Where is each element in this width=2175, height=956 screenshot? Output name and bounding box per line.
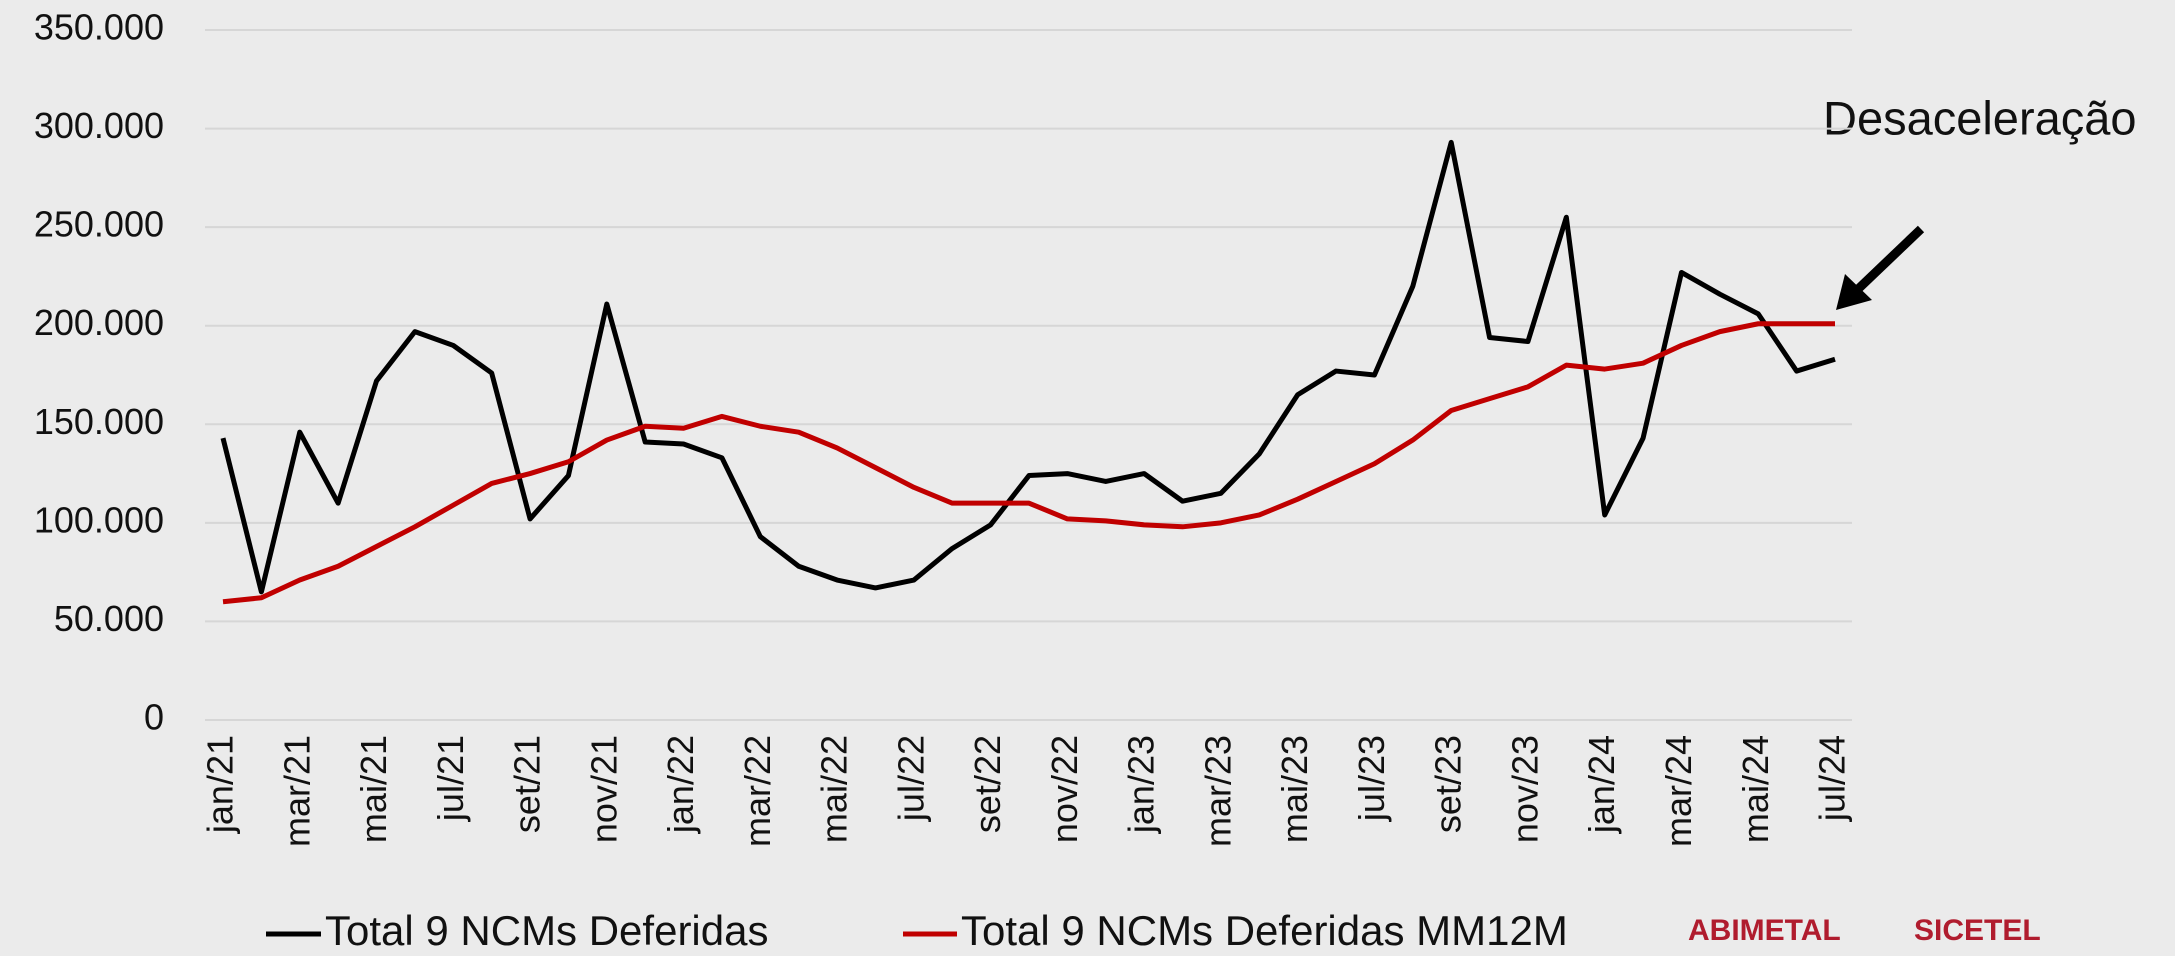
x-tick-label: mar/22 xyxy=(737,735,778,847)
y-tick-label: 200.000 xyxy=(34,302,164,343)
x-tick-label: nov/23 xyxy=(1504,735,1545,843)
x-tick-label: mar/23 xyxy=(1197,735,1238,847)
x-tick-label: mar/24 xyxy=(1658,735,1699,847)
y-tick-label: 0 xyxy=(144,697,164,738)
x-tick-label: nov/21 xyxy=(583,735,624,843)
legend-label: Total 9 NCMs Deferidas MM12M xyxy=(961,907,1568,954)
x-tick-label: jul/23 xyxy=(1351,735,1392,822)
arrow-shaft xyxy=(1851,225,1925,296)
y-tick-label: 300.000 xyxy=(34,105,164,146)
arrow-head xyxy=(1836,274,1872,310)
x-tick-label: nov/22 xyxy=(1044,735,1085,843)
series-line xyxy=(222,321,1835,605)
x-tick-label: set/23 xyxy=(1428,735,1469,833)
x-tick-label: jan/24 xyxy=(1581,735,1622,834)
x-tick-label: jan/21 xyxy=(200,735,241,834)
x-tick-label: set/22 xyxy=(967,735,1008,833)
series-line xyxy=(220,139,1836,595)
x-tick-label: mai/24 xyxy=(1735,735,1776,843)
x-tick-label: jul/22 xyxy=(890,735,931,822)
x-tick-label: set/21 xyxy=(507,735,548,833)
x-tick-label: mai/21 xyxy=(353,735,394,843)
y-tick-label: 150.000 xyxy=(34,401,164,442)
x-tick-label: jul/21 xyxy=(430,735,471,822)
y-tick-label: 100.000 xyxy=(34,499,164,540)
y-tick-label: 50.000 xyxy=(54,598,164,639)
x-tick-label: jan/23 xyxy=(1121,735,1162,834)
y-tick-label: 350.000 xyxy=(34,7,164,48)
logo-text: SICETEL xyxy=(1914,914,2041,947)
legend-label: Total 9 NCMs Deferidas xyxy=(325,907,768,954)
x-tick-label: mai/23 xyxy=(1274,735,1315,843)
x-tick-label: mai/22 xyxy=(814,735,855,843)
annotation: Desaceleração xyxy=(1823,91,2137,144)
logo-text: ABIMETAL xyxy=(1688,914,1841,947)
x-tick-label: jan/22 xyxy=(660,735,701,834)
x-tick-label: jul/24 xyxy=(1812,735,1853,822)
y-tick-label: 250.000 xyxy=(34,204,164,245)
x-tick-label: mar/21 xyxy=(276,735,317,847)
